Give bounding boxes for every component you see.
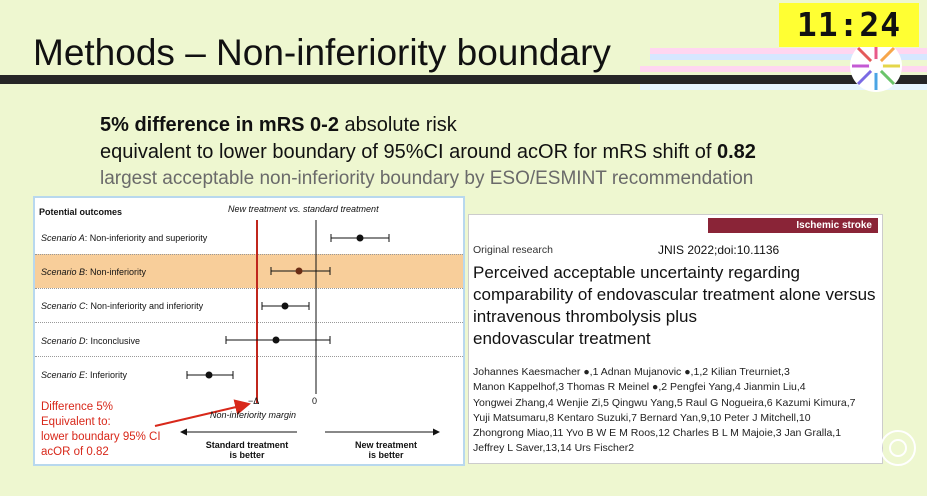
decor-stripe: [650, 48, 927, 54]
bullet-2-text: equivalent to lower boundary of 95%CI ar…: [100, 141, 717, 163]
outcomes-figure: [33, 196, 465, 466]
margin-label: Non-inferiority margin: [210, 410, 297, 420]
scenario-a-label: Scenario A: Non-inferiority and superior…: [41, 233, 208, 243]
annotation-arrow: [154, 399, 251, 427]
point-scenario-e: [205, 371, 213, 379]
row-divider: [35, 254, 463, 255]
point-scenario-d: [272, 336, 280, 344]
row-divider: [35, 288, 463, 289]
figure-header-right: New treatment vs. standard treatment: [228, 204, 379, 214]
delta-label: −Δ: [248, 396, 260, 406]
scenario-e-label: Scenario E: Inferiority: [41, 370, 128, 380]
bullet-1-bold: 5% difference in mRS 0-2: [100, 114, 339, 136]
bullet-line-1: 5% difference in mRS 0-2 absolute risk: [100, 114, 457, 137]
forest-plot: [154, 220, 440, 436]
title-divider: [0, 75, 927, 84]
scenario-c-label: Scenario C: Non-inferiority and inferior…: [41, 301, 204, 311]
row-divider: [35, 356, 463, 357]
decor-stripe: [640, 66, 927, 72]
row-divider: [35, 322, 463, 323]
bullet-1-rest: absolute risk: [338, 114, 457, 136]
point-scenario-c: [281, 302, 289, 310]
bullet-2-bold: 0.82: [716, 141, 756, 163]
outcomes-figure-content: Potential outcomes New treatment vs. sta…: [35, 198, 463, 464]
zero-label: 0: [312, 396, 318, 406]
slide-title: Methods – Non-inferiority boundary: [33, 32, 611, 73]
bullet-line-2: equivalent to lower boundary of 95%CI ar…: [100, 141, 756, 164]
point-scenario-b: [295, 267, 303, 275]
countdown-timer: 11:24: [779, 3, 919, 47]
bullet-line-3: largest acceptable non-inferiority bound…: [100, 168, 754, 189]
scenario-b-label: Scenario B: Non-inferiority: [41, 267, 147, 277]
point-scenario-a: [356, 234, 364, 242]
standard-better-label: Standard treatment is better: [205, 440, 289, 460]
new-better-label: New treatment is better: [354, 440, 417, 460]
figure-header-left: Potential outcomes: [39, 207, 123, 217]
watermark-logo-icon: [880, 430, 916, 466]
paper-citation: JNIS 2022;doi:10.1136: [658, 243, 780, 257]
logo-wheel-icon: [850, 40, 902, 92]
paper-excerpt: Ischemic stroke Original research JNIS 2…: [468, 214, 883, 464]
paper-title: Perceived acceptable uncertainty regardi…: [473, 263, 876, 348]
paper-category-badge: Ischemic stroke: [708, 218, 878, 233]
scenario-d-label: Scenario D: Inconclusive: [41, 336, 141, 346]
paper-authors: Johannes Kaesmacher ●,1 Adnan Mujanovic …: [473, 366, 856, 455]
paper-type: Original research: [473, 244, 553, 256]
decor-stripe: [650, 54, 927, 60]
red-annotation: Difference 5% Equivalent to: lower bound…: [41, 401, 161, 458]
highlight-row-b: [35, 254, 463, 288]
decor-stripe: [640, 84, 927, 90]
